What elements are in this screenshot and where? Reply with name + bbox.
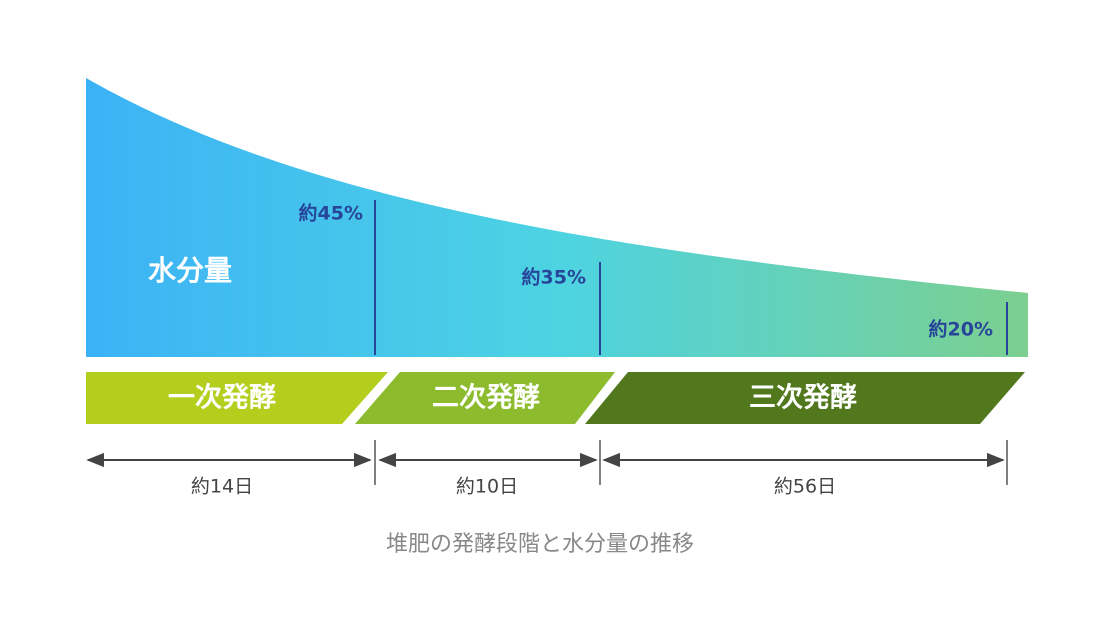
- stage-label: 二次発酵: [432, 383, 540, 414]
- marker-label: 約35%: [522, 266, 586, 289]
- water-area: [86, 78, 1028, 357]
- stage-label: 一次発酵: [168, 383, 276, 414]
- stage-bar: [585, 372, 1025, 424]
- marker-label: 約20%: [929, 318, 993, 341]
- stage-bar: [355, 372, 615, 424]
- stage-bar: [86, 372, 388, 424]
- duration-label: 約14日: [191, 476, 253, 498]
- stage-label: 三次発酵: [749, 383, 857, 414]
- curve-label: 水分量: [148, 254, 232, 287]
- duration-label: 約10日: [456, 476, 518, 498]
- duration-label: 約56日: [774, 476, 836, 498]
- caption: 堆肥の発酵段階と水分量の推移: [386, 532, 694, 557]
- marker-label: 約45%: [299, 202, 363, 225]
